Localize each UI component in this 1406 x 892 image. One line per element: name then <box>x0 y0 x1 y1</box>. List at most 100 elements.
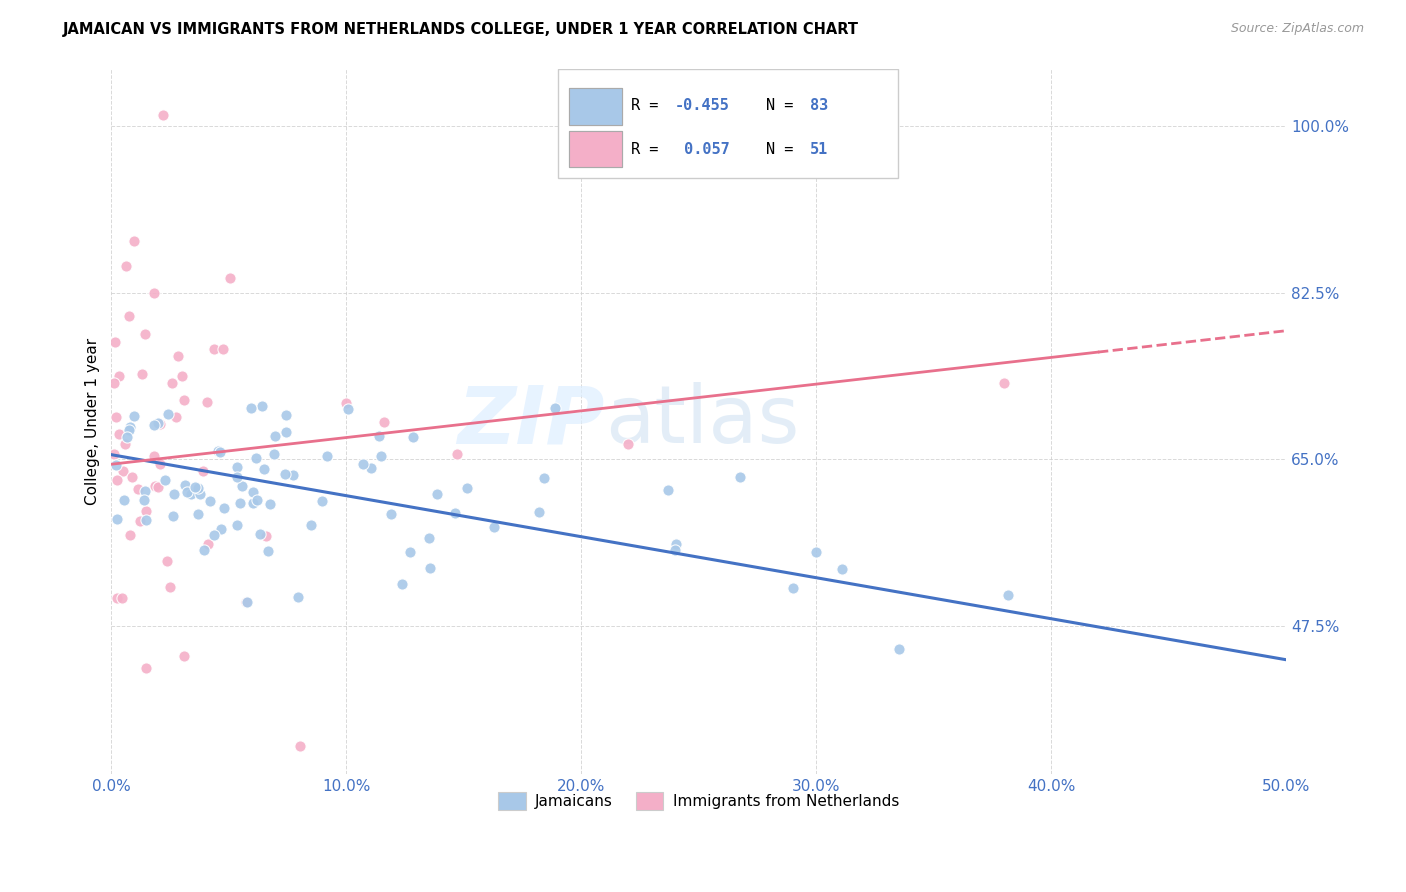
Point <box>105 473 128 487</box>
Point <box>121 470 143 484</box>
Point <box>250 400 273 414</box>
Point <box>426 487 449 501</box>
Point <box>149 457 172 471</box>
Point <box>242 495 264 509</box>
Point <box>446 447 468 461</box>
FancyBboxPatch shape <box>569 130 623 168</box>
Point <box>105 458 128 473</box>
Point <box>108 426 131 441</box>
Point <box>225 459 247 474</box>
Point <box>235 595 257 609</box>
Point <box>219 270 242 285</box>
Point <box>176 485 198 500</box>
Point <box>418 531 440 545</box>
Point <box>399 544 422 558</box>
Y-axis label: College, Under 1 year: College, Under 1 year <box>86 338 100 505</box>
Point <box>165 409 187 424</box>
Point <box>831 562 853 576</box>
Point <box>482 520 505 534</box>
Point <box>172 368 194 383</box>
Point <box>173 477 195 491</box>
Point <box>104 334 127 349</box>
Point <box>135 513 157 527</box>
Point <box>997 588 1019 602</box>
Point <box>259 497 281 511</box>
Point <box>209 523 232 537</box>
Point <box>380 507 402 521</box>
Point <box>103 447 125 461</box>
Point <box>200 494 222 508</box>
Point <box>143 479 166 493</box>
Point <box>212 501 235 516</box>
Point <box>105 512 128 526</box>
Point <box>118 423 141 437</box>
Point <box>263 447 285 461</box>
Text: JAMAICAN VS IMMIGRANTS FROM NETHERLANDS COLLEGE, UNDER 1 YEAR CORRELATION CHART: JAMAICAN VS IMMIGRANTS FROM NETHERLANDS … <box>63 22 859 37</box>
Point <box>274 408 297 422</box>
Point <box>193 542 215 557</box>
Text: Source: ZipAtlas.com: Source: ZipAtlas.com <box>1230 22 1364 36</box>
Point <box>146 417 169 431</box>
Point <box>242 484 264 499</box>
Point <box>229 496 252 510</box>
Point <box>187 481 209 495</box>
Point <box>188 487 211 501</box>
Point <box>402 430 425 444</box>
Text: R =: R = <box>630 98 666 113</box>
Point <box>114 259 136 273</box>
Point <box>236 595 259 609</box>
Point <box>209 444 232 458</box>
Point <box>135 661 157 675</box>
Point <box>143 449 166 463</box>
Point <box>134 493 156 508</box>
Point <box>160 376 183 390</box>
Point <box>246 493 269 508</box>
Point <box>253 461 276 475</box>
Point <box>287 590 309 604</box>
Point <box>373 415 395 429</box>
Text: ZIP: ZIP <box>457 383 605 460</box>
Point <box>184 480 207 494</box>
Point <box>195 395 218 409</box>
Point <box>142 417 165 432</box>
Point <box>360 461 382 475</box>
Text: atlas: atlas <box>605 383 799 460</box>
Point <box>120 420 142 434</box>
Point <box>162 509 184 524</box>
Point <box>146 480 169 494</box>
Point <box>142 285 165 300</box>
Point <box>249 527 271 541</box>
Point <box>281 467 304 482</box>
Point <box>370 450 392 464</box>
Point <box>108 368 131 383</box>
Point <box>159 580 181 594</box>
Point <box>311 493 333 508</box>
Point <box>112 492 135 507</box>
Point <box>444 506 467 520</box>
Text: 83: 83 <box>810 98 828 113</box>
Point <box>456 481 478 495</box>
Point <box>163 487 186 501</box>
Point <box>245 450 267 465</box>
Point <box>657 483 679 497</box>
Text: 51: 51 <box>810 142 828 157</box>
Point <box>129 515 152 529</box>
Point <box>256 544 278 558</box>
Point <box>167 349 190 363</box>
Point <box>131 367 153 381</box>
Point <box>263 428 285 442</box>
Point <box>103 376 125 391</box>
Point <box>111 591 134 605</box>
Legend: Jamaicans, Immigrants from Netherlands: Jamaicans, Immigrants from Netherlands <box>492 786 905 816</box>
Point <box>274 425 297 440</box>
Text: R =: R = <box>630 142 666 157</box>
Text: -0.455: -0.455 <box>675 98 730 113</box>
Point <box>617 436 640 450</box>
Text: 0.057: 0.057 <box>675 142 730 157</box>
Point <box>299 518 322 533</box>
Point <box>122 234 145 248</box>
Point <box>533 471 555 485</box>
Text: N =: N = <box>766 142 803 157</box>
Point <box>135 504 157 518</box>
Point <box>212 343 235 357</box>
